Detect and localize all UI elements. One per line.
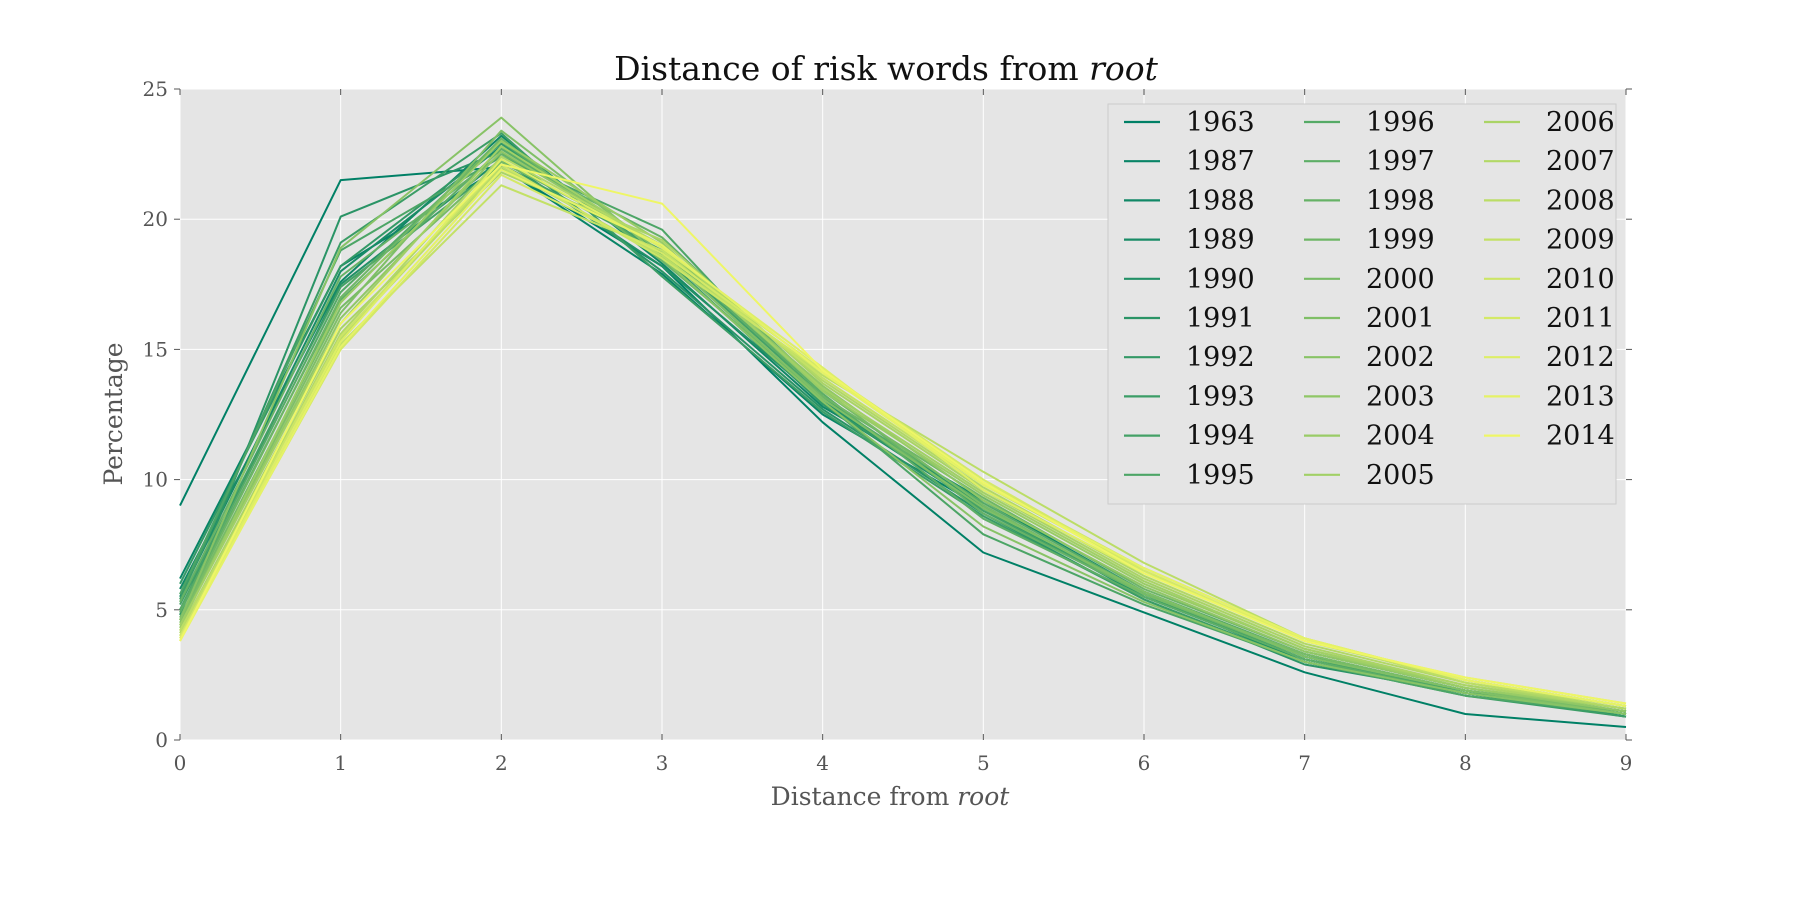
legend-label: 2006 bbox=[1546, 107, 1615, 138]
legend-label: 1963 bbox=[1186, 107, 1255, 138]
legend-item: 2000 bbox=[1304, 264, 1435, 295]
series-line-2009 bbox=[179, 184, 1627, 708]
legend-item: 1963 bbox=[1124, 107, 1255, 138]
series-line-1963 bbox=[179, 166, 1627, 728]
legend-label: 1992 bbox=[1186, 342, 1255, 373]
x-tick-label: 4 bbox=[816, 751, 829, 775]
x-axis-label: Distance from root bbox=[771, 782, 1011, 811]
legend-item: 2002 bbox=[1304, 342, 1435, 373]
legend-label: 2007 bbox=[1546, 146, 1615, 177]
legend-item: 1989 bbox=[1124, 225, 1255, 256]
legend-label: 1987 bbox=[1186, 146, 1255, 177]
y-tick-label: 5 bbox=[155, 598, 168, 622]
series-line-2002 bbox=[179, 116, 1627, 715]
legend-item: 1996 bbox=[1304, 107, 1435, 138]
legend-label: 2001 bbox=[1366, 303, 1435, 334]
legend-label: 2004 bbox=[1366, 421, 1435, 452]
legend-item: 1987 bbox=[1124, 146, 1255, 177]
legend-item: 2013 bbox=[1484, 381, 1615, 412]
legend-item: 2014 bbox=[1484, 421, 1615, 452]
series-line-2005 bbox=[179, 145, 1627, 710]
y-tick-label: 0 bbox=[155, 728, 168, 752]
legend-item: 1997 bbox=[1304, 146, 1435, 177]
legend-label: 2010 bbox=[1546, 264, 1615, 295]
legend-label: 2014 bbox=[1546, 421, 1615, 452]
legend-label: 1988 bbox=[1186, 185, 1255, 216]
legend-label: 1999 bbox=[1366, 225, 1435, 256]
x-tick-label: 2 bbox=[495, 751, 508, 775]
legend-label: 2012 bbox=[1546, 342, 1615, 373]
legend-label: 1989 bbox=[1186, 225, 1255, 256]
legend-label: 1991 bbox=[1186, 303, 1255, 334]
legend-label: 2002 bbox=[1366, 342, 1435, 373]
chart-title-text: Distance of risk words from bbox=[614, 49, 1089, 88]
legend-item: 2004 bbox=[1304, 421, 1435, 452]
x-tick-label: 7 bbox=[1298, 751, 1311, 775]
legend-item: 1998 bbox=[1304, 185, 1435, 216]
legend-item: 1994 bbox=[1124, 421, 1255, 452]
legend-item: 1990 bbox=[1124, 264, 1255, 295]
x-tick-label: 0 bbox=[174, 751, 187, 775]
y-tick-label: 20 bbox=[143, 207, 168, 231]
legend-label: 2011 bbox=[1546, 303, 1615, 334]
legend-label: 2008 bbox=[1546, 185, 1615, 216]
chart-title: Distance of risk words from root bbox=[614, 49, 1159, 88]
x-tick-label: 1 bbox=[334, 751, 347, 775]
legend: 1963 1987 1988 1989 1990 1991 1992 1993 1994 1995… bbox=[1107, 103, 1617, 505]
x-tick-label: 5 bbox=[977, 751, 990, 775]
legend-label: 2009 bbox=[1546, 225, 1615, 256]
legend-label: 1997 bbox=[1366, 146, 1435, 177]
legend-item: 1999 bbox=[1304, 225, 1435, 256]
axis-ticks: 0 1 2 3 4 5 6 7 8 9 0 5 10 15 20 25 bbox=[143, 77, 1633, 775]
legend-label: 2000 bbox=[1366, 264, 1435, 295]
legend-item: 2005 bbox=[1304, 460, 1435, 491]
legend-item: 1993 bbox=[1124, 381, 1255, 412]
legend-item: 2001 bbox=[1304, 303, 1435, 334]
x-tick-label: 6 bbox=[1138, 751, 1151, 775]
legend-box bbox=[1107, 103, 1617, 505]
x-tick-label: 3 bbox=[656, 751, 669, 775]
y-tick-label: 15 bbox=[143, 337, 168, 361]
legend-label: 1994 bbox=[1186, 421, 1255, 452]
legend-item: 2012 bbox=[1484, 342, 1615, 373]
chart-title-italic: root bbox=[1089, 49, 1159, 88]
series-line-1997 bbox=[179, 147, 1627, 715]
legend-label: 1996 bbox=[1366, 107, 1435, 138]
x-tick-label: 8 bbox=[1459, 751, 1472, 775]
legend-label: 1998 bbox=[1366, 185, 1435, 216]
legend-item: 2010 bbox=[1484, 264, 1615, 295]
x-axis-label-italic: root bbox=[957, 782, 1010, 811]
legend-label: 2003 bbox=[1366, 381, 1435, 412]
series-line-1995 bbox=[179, 155, 1627, 715]
legend-item: 1992 bbox=[1124, 342, 1255, 373]
legend-item: 2007 bbox=[1484, 146, 1615, 177]
legend-item: 2006 bbox=[1484, 107, 1615, 138]
x-tick-label: 9 bbox=[1620, 751, 1633, 775]
legend-item: 2009 bbox=[1484, 225, 1615, 256]
series-lines bbox=[179, 116, 1627, 728]
series-line-2004 bbox=[179, 140, 1627, 710]
legend-label: 2005 bbox=[1366, 460, 1435, 491]
legend-item: 1995 bbox=[1124, 460, 1255, 491]
y-tick-label: 25 bbox=[143, 77, 168, 101]
legend-label: 1995 bbox=[1186, 460, 1255, 491]
legend-item: 1991 bbox=[1124, 303, 1255, 334]
legend-label: 1990 bbox=[1186, 264, 1255, 295]
legend-item: 2011 bbox=[1484, 303, 1615, 334]
legend-item: 2008 bbox=[1484, 185, 1615, 216]
x-axis-label-text: Distance from bbox=[771, 782, 958, 811]
legend-item: 2003 bbox=[1304, 381, 1435, 412]
y-tick-label: 10 bbox=[143, 468, 168, 492]
y-axis-label: Percentage bbox=[99, 342, 128, 485]
legend-item: 1988 bbox=[1124, 185, 1255, 216]
legend-label: 2013 bbox=[1546, 381, 1615, 412]
legend-label: 1993 bbox=[1186, 381, 1255, 412]
series-line-2014 bbox=[179, 163, 1627, 705]
